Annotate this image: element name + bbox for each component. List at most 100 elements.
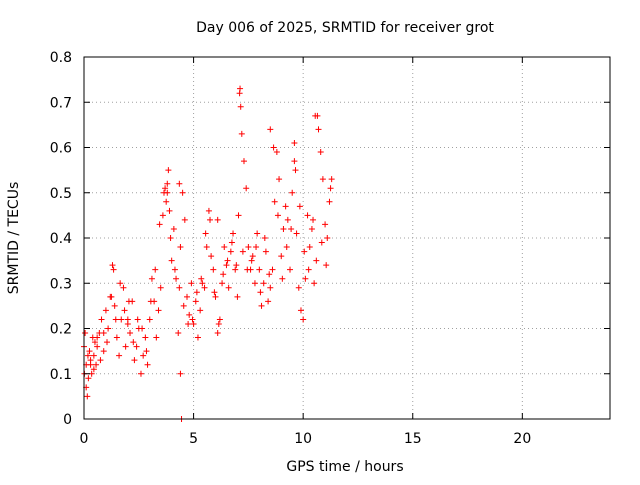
data-point bbox=[326, 198, 333, 205]
data-point bbox=[97, 357, 104, 364]
data-point bbox=[84, 352, 91, 359]
data-point bbox=[131, 357, 138, 364]
data-point bbox=[91, 339, 98, 346]
data-point bbox=[251, 280, 258, 287]
data-point bbox=[216, 316, 223, 323]
y-tick-label: 0.2 bbox=[50, 322, 72, 338]
data-point bbox=[199, 280, 206, 287]
data-point bbox=[244, 266, 251, 273]
data-point bbox=[167, 235, 174, 241]
y-tick-label: 0.7 bbox=[50, 95, 72, 111]
x-tick-label: 5 bbox=[189, 431, 198, 447]
data-point bbox=[186, 311, 193, 318]
data-point bbox=[148, 275, 155, 282]
data-point bbox=[105, 325, 112, 332]
data-point bbox=[184, 293, 191, 300]
data-point bbox=[267, 126, 274, 133]
data-point bbox=[198, 275, 205, 282]
data-point bbox=[278, 253, 285, 260]
data-point bbox=[215, 320, 222, 327]
data-point bbox=[165, 167, 172, 174]
y-tick-label: 0 bbox=[63, 412, 72, 428]
data-point bbox=[139, 325, 146, 332]
data-point bbox=[279, 275, 286, 282]
data-point bbox=[232, 266, 239, 273]
data-point bbox=[214, 330, 221, 337]
data-point bbox=[194, 334, 201, 341]
data-point bbox=[130, 339, 137, 346]
data-point bbox=[90, 352, 97, 359]
data-point bbox=[188, 280, 195, 287]
data-point bbox=[159, 212, 166, 219]
data-point bbox=[118, 316, 125, 323]
data-point bbox=[239, 248, 246, 255]
data-point bbox=[301, 248, 308, 255]
data-point bbox=[173, 275, 180, 282]
data-point bbox=[230, 230, 237, 237]
data-point bbox=[176, 180, 183, 187]
data-point bbox=[291, 139, 298, 146]
y-tick-labels: 0 0.1 0.2 0.3 0.4 0.5 0.6 0.7 0.8 bbox=[50, 50, 72, 428]
data-point bbox=[257, 289, 264, 296]
data-point bbox=[125, 298, 132, 305]
data-point bbox=[100, 348, 107, 355]
data-point bbox=[100, 330, 107, 337]
data-point bbox=[261, 235, 268, 241]
data-point bbox=[143, 348, 150, 355]
data-point bbox=[122, 343, 129, 350]
y-tick-label: 0.3 bbox=[50, 276, 72, 292]
data-point bbox=[328, 176, 335, 183]
data-point bbox=[302, 275, 309, 282]
data-point bbox=[291, 158, 298, 165]
data-point bbox=[110, 266, 117, 273]
data-point bbox=[270, 144, 277, 151]
data-point bbox=[282, 203, 289, 210]
data-point bbox=[108, 293, 115, 300]
data-point bbox=[208, 253, 215, 260]
data-point bbox=[253, 244, 260, 251]
data-point bbox=[221, 244, 228, 251]
data-point bbox=[312, 112, 319, 119]
data-point bbox=[142, 334, 149, 341]
data-point bbox=[306, 244, 313, 251]
data-point bbox=[177, 244, 184, 251]
data-point bbox=[82, 330, 89, 337]
data-point bbox=[152, 266, 159, 273]
data-point bbox=[214, 216, 221, 223]
data-point bbox=[224, 257, 231, 264]
data-point bbox=[310, 216, 317, 223]
data-point bbox=[248, 257, 255, 264]
data-point bbox=[300, 316, 307, 323]
data-point bbox=[243, 185, 250, 192]
data-point bbox=[197, 307, 204, 314]
data-point bbox=[274, 212, 281, 219]
data-point bbox=[190, 320, 197, 327]
x-tick-label: 10 bbox=[294, 431, 312, 447]
data-point bbox=[292, 167, 299, 174]
y-tick-label: 0.5 bbox=[50, 186, 72, 202]
data-point bbox=[84, 393, 91, 400]
data-point bbox=[117, 280, 124, 287]
data-point bbox=[319, 176, 326, 183]
data-point bbox=[156, 221, 163, 228]
data-point bbox=[273, 149, 280, 156]
data-point bbox=[102, 307, 109, 314]
data-point bbox=[258, 302, 265, 309]
data-point bbox=[305, 266, 312, 273]
data-point bbox=[212, 293, 219, 300]
data-point bbox=[289, 189, 296, 196]
data-point bbox=[313, 257, 320, 264]
data-point bbox=[295, 284, 302, 291]
data-point bbox=[127, 330, 134, 337]
data-point bbox=[296, 203, 303, 210]
data-point bbox=[168, 257, 175, 264]
data-point bbox=[210, 266, 217, 273]
data-point bbox=[324, 235, 331, 241]
data-point bbox=[153, 334, 160, 341]
data-point bbox=[121, 307, 128, 314]
data-point bbox=[157, 284, 164, 291]
data-point bbox=[207, 216, 214, 223]
data-point bbox=[181, 216, 188, 223]
data-point bbox=[223, 262, 230, 269]
